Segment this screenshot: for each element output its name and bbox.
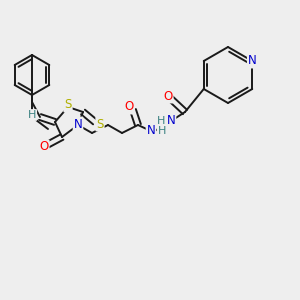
- Text: O: O: [124, 100, 134, 113]
- Text: N: N: [74, 118, 82, 130]
- Text: S: S: [96, 118, 104, 130]
- Text: O: O: [39, 140, 49, 154]
- Text: H: H: [158, 126, 166, 136]
- Text: H: H: [157, 116, 165, 126]
- Text: N: N: [147, 124, 155, 136]
- Text: S: S: [64, 98, 72, 112]
- Text: N: N: [167, 115, 176, 128]
- Text: O: O: [164, 89, 172, 103]
- Text: N: N: [248, 55, 256, 68]
- Text: H: H: [28, 110, 36, 120]
